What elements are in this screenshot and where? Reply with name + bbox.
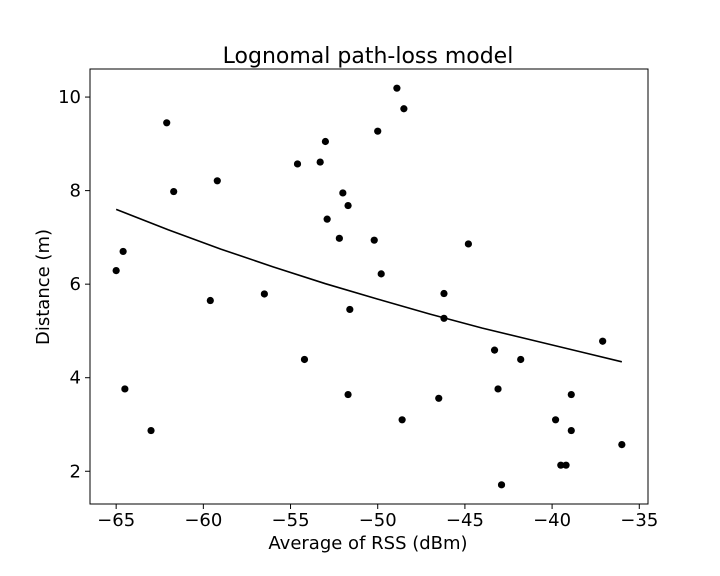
data-point: [293, 160, 302, 168]
data-point: [316, 158, 324, 166]
x-tick-label: −60: [184, 510, 222, 531]
y-tick-label: 6: [70, 274, 81, 295]
data-point: [562, 461, 570, 469]
data-point: [121, 385, 129, 393]
data-point: [344, 390, 352, 399]
data-point: [377, 270, 385, 278]
data-point: [400, 105, 408, 113]
data-point: [119, 247, 127, 256]
data-point: [440, 314, 448, 322]
x-tick-label: −50: [359, 510, 397, 531]
data-point: [490, 346, 499, 354]
plot-area: [89, 68, 649, 505]
data-point: [374, 127, 382, 135]
x-tick-label: −35: [620, 510, 658, 531]
data-point: [494, 385, 502, 393]
x-axis: −65 −60 −55 −50 −45 −40 −35: [97, 504, 658, 531]
data-point: [147, 426, 155, 435]
data-point: [323, 215, 331, 223]
y-tick-label: 8: [70, 181, 81, 202]
plot-frame: [89, 68, 649, 505]
data-point: [163, 119, 171, 127]
data-point: [346, 305, 354, 314]
data-point: [335, 234, 343, 242]
x-tick-label: −45: [446, 510, 484, 531]
data-point: [398, 416, 406, 424]
data-point: [339, 189, 347, 197]
data-point: [599, 337, 607, 345]
data-point: [206, 296, 214, 305]
data-point: [567, 426, 575, 435]
x-tick-label: −65: [97, 510, 135, 531]
x-tick-label: −55: [272, 510, 310, 531]
data-point: [551, 416, 560, 424]
data-point: [517, 355, 525, 364]
data-point: [213, 177, 221, 185]
y-tick-label: 2: [70, 461, 81, 482]
data-point: [344, 201, 352, 210]
data-point: [170, 187, 178, 196]
data-point: [618, 441, 626, 449]
data-point: [557, 461, 565, 469]
data-point: [435, 394, 443, 402]
data-point: [393, 84, 401, 92]
y-axis-label: Distance (m): [33, 229, 54, 345]
chart-title: Lognomal path-loss model: [223, 44, 514, 69]
data-point: [300, 355, 309, 364]
x-tick-label: −40: [533, 510, 571, 531]
data-point: [112, 267, 120, 275]
fit-line: [115, 208, 623, 363]
y-tick-label: 4: [70, 368, 81, 389]
data-point: [567, 390, 575, 399]
data-point: [464, 240, 472, 248]
data-point: [497, 481, 506, 489]
data-point: [370, 236, 378, 244]
y-tick-label: 10: [58, 87, 81, 108]
data-point: [440, 289, 448, 298]
data-point: [260, 290, 268, 298]
x-axis-label: Average of RSS (dBm): [268, 533, 467, 554]
y-axis: 2 4 6 8 10: [58, 87, 90, 482]
data-point: [321, 137, 330, 146]
